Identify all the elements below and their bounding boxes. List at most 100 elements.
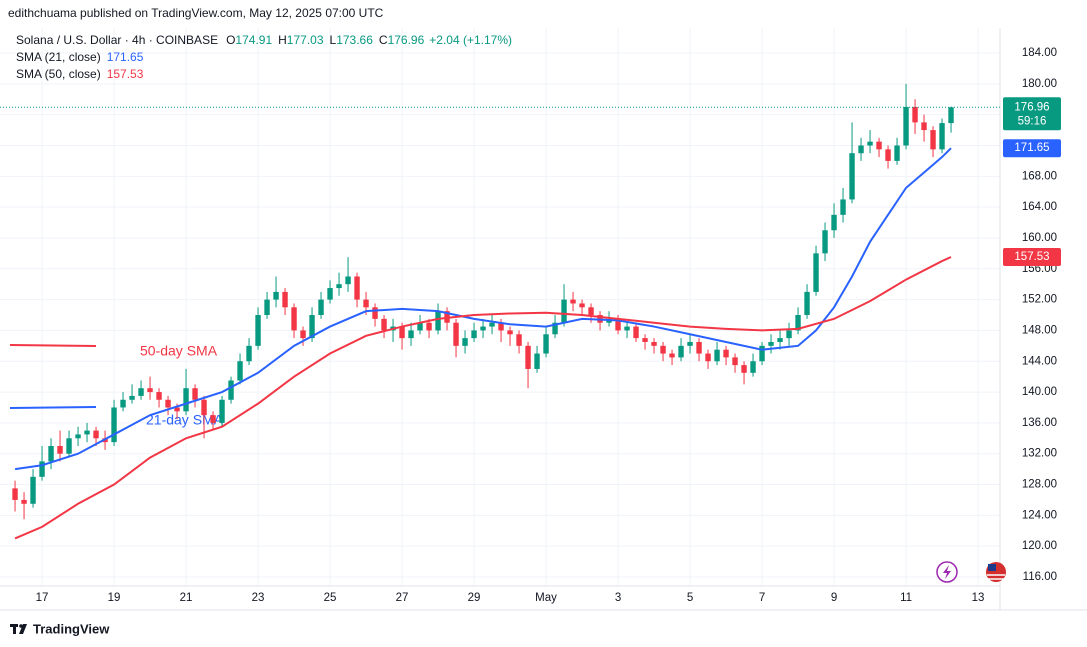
candle-body xyxy=(93,430,99,439)
y-tick-label: 128.00 xyxy=(1022,479,1057,491)
candle-body xyxy=(786,330,792,339)
candle-body xyxy=(21,499,27,504)
candle-body xyxy=(651,341,657,346)
icon-glyph xyxy=(988,564,996,571)
x-tick-label: 23 xyxy=(252,592,265,604)
candle-body xyxy=(471,330,477,339)
symbol-title: Solana / U.S. Dollar · 4h · COINBASE xyxy=(16,33,218,47)
candle-body xyxy=(381,318,387,331)
candle-body xyxy=(624,326,630,331)
candle-body xyxy=(66,438,72,454)
candle-body xyxy=(678,345,684,358)
candle-body xyxy=(930,130,936,150)
candle-body xyxy=(273,291,279,300)
change: +2.04 (+1.17%) xyxy=(429,33,512,47)
icon-flag[interactable] xyxy=(986,562,1006,582)
candle-body xyxy=(354,276,360,300)
candle-body xyxy=(57,445,63,454)
y-tick-label: 148.00 xyxy=(1022,324,1057,336)
logo-part xyxy=(13,624,16,634)
candle-body xyxy=(138,388,144,396)
candle-body xyxy=(840,199,846,215)
candle-body xyxy=(912,106,918,123)
candle-body xyxy=(849,153,855,200)
ohlc-value: 176.96 xyxy=(388,33,425,47)
candle-body xyxy=(417,322,423,331)
y-tick-label: 140.00 xyxy=(1022,386,1057,398)
candle-body xyxy=(948,107,954,124)
icon-bolt[interactable] xyxy=(936,561,958,583)
countdown: 59:16 xyxy=(1018,115,1047,127)
candle-body xyxy=(201,399,207,416)
candle-body xyxy=(12,488,18,500)
legend-value: 171.65 xyxy=(107,50,144,64)
price-badge-label: 176.96 xyxy=(1014,101,1049,113)
candle-body xyxy=(687,341,693,346)
ohlc-label: L xyxy=(330,33,337,47)
legend-sma50: SMA (50, close) 157.53 xyxy=(16,67,144,81)
candle-body xyxy=(498,322,504,331)
ohlc-value: 174.91 xyxy=(235,33,272,47)
candle-body xyxy=(147,388,153,393)
candle-body xyxy=(741,365,747,373)
price-badge xyxy=(1003,97,1061,131)
candle-body xyxy=(876,141,882,150)
x-tick-label: 5 xyxy=(687,592,693,604)
y-tick-label: 184.00 xyxy=(1022,47,1057,59)
x-tick-label: 25 xyxy=(324,592,337,604)
candle-body xyxy=(462,338,468,346)
sma-badge-label: 171.65 xyxy=(1014,142,1049,154)
candle-body xyxy=(867,141,873,146)
legend-name: SMA (21, close) xyxy=(16,50,101,64)
sma-line xyxy=(14,147,952,471)
candle-body xyxy=(633,326,639,339)
candle-body xyxy=(255,315,261,346)
candle-body xyxy=(480,326,486,331)
logo-part xyxy=(19,624,27,634)
candle-body xyxy=(588,307,594,316)
candle-body xyxy=(192,388,198,400)
candle-body xyxy=(714,349,720,362)
candle-body xyxy=(318,299,324,316)
candle-body xyxy=(561,299,567,323)
sma-badge-label: 157.53 xyxy=(1014,251,1049,263)
candle-body xyxy=(345,276,351,285)
candle-body xyxy=(453,322,459,346)
ohlc-label: H xyxy=(278,33,287,47)
candle-body xyxy=(858,145,864,154)
candle-body xyxy=(903,106,909,146)
candle-body xyxy=(921,122,927,131)
candle-body xyxy=(642,338,648,342)
y-tick-label: 164.00 xyxy=(1022,201,1057,213)
grid xyxy=(0,28,1000,586)
candle-body xyxy=(408,330,414,339)
candle-body xyxy=(111,407,117,443)
candle-body xyxy=(48,445,54,462)
y-tick-label: 136.00 xyxy=(1022,417,1057,429)
sma-badge xyxy=(1003,247,1061,266)
candle-body xyxy=(552,322,558,335)
y-tick-label: 120.00 xyxy=(1022,540,1057,552)
y-tick-label: 160.00 xyxy=(1022,232,1057,244)
legend-name: SMA (50, close) xyxy=(16,67,101,81)
candle-body xyxy=(534,353,540,369)
candle-body xyxy=(84,430,90,435)
candle-body xyxy=(723,349,729,358)
y-tick-label: 124.00 xyxy=(1022,509,1057,521)
candle-body xyxy=(759,345,765,362)
candle-body xyxy=(39,461,45,477)
candle-body xyxy=(795,315,801,331)
candle-body xyxy=(246,345,252,362)
candle-body xyxy=(777,338,783,342)
candle-body xyxy=(696,341,702,354)
candle-body xyxy=(435,311,441,331)
candle-body xyxy=(669,353,675,358)
candle-body xyxy=(399,326,405,339)
y-tick-label: 180.00 xyxy=(1022,78,1057,90)
candle-body xyxy=(129,395,135,400)
candle-body xyxy=(30,476,36,504)
y-tick-label: 116.00 xyxy=(1023,571,1057,583)
symbol-header: Solana / U.S. Dollar · 4h · COINBASE O174… xyxy=(16,33,512,47)
